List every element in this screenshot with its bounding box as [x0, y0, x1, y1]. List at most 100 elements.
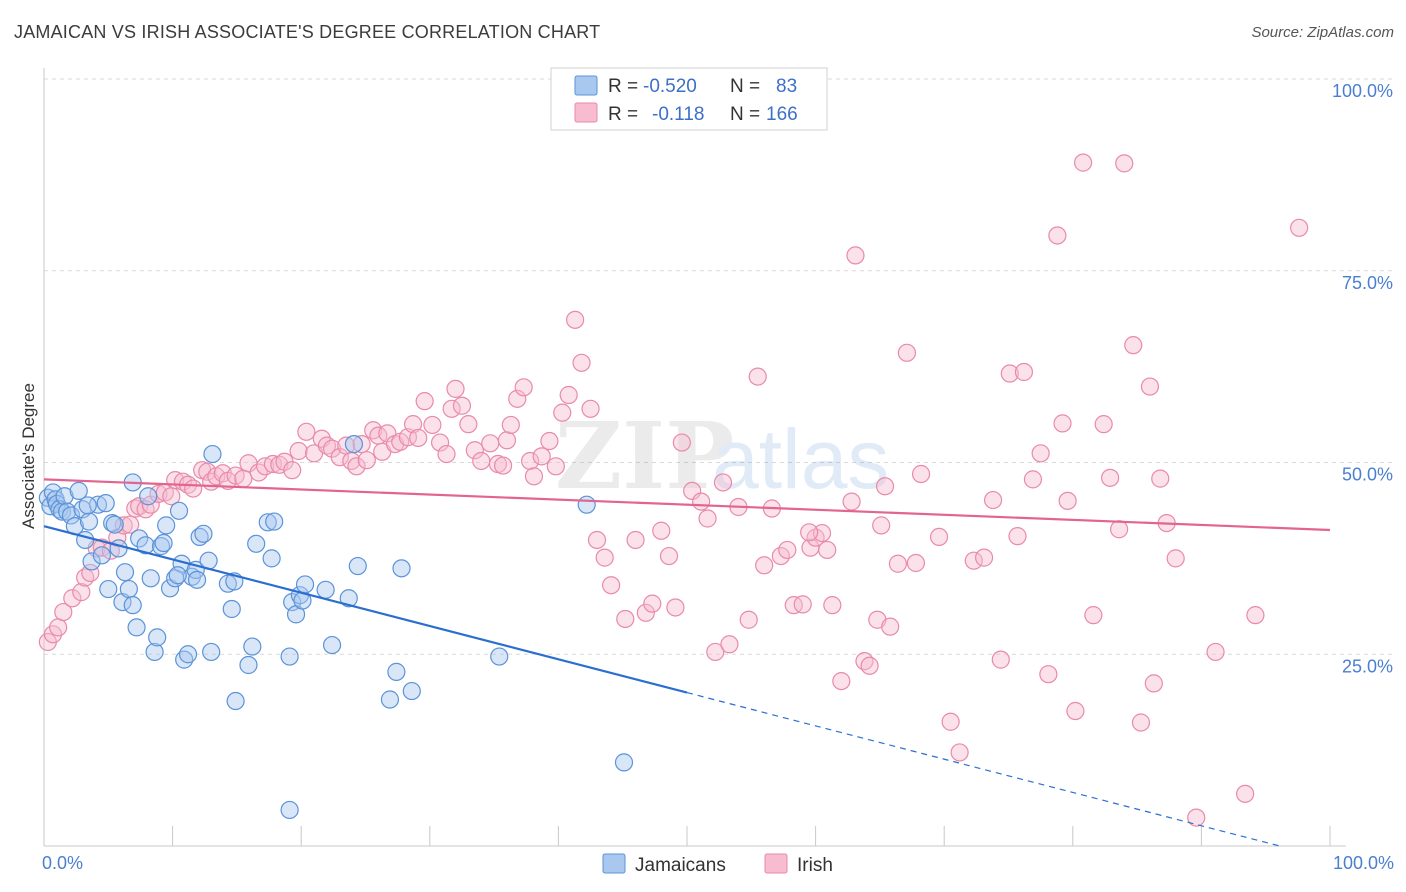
bottom-legend-swatch-irish — [764, 853, 788, 874]
irish-point — [929, 527, 949, 546]
jamaicans-point — [316, 580, 335, 599]
x-tick-label-max: 100.0% — [1333, 853, 1394, 873]
jamaicans-point — [76, 530, 95, 550]
irish-point — [1031, 444, 1050, 463]
irish-point — [364, 421, 383, 440]
irish-point — [748, 367, 767, 386]
jamaicans-point — [339, 589, 358, 608]
jamaicans-point — [295, 575, 315, 594]
irish-point — [357, 451, 376, 470]
jamaicans-point — [123, 596, 142, 615]
x-axis-ticks — [43, 826, 1331, 846]
legend-r-label-1: R = — [608, 76, 638, 97]
jamaicans-point — [145, 642, 164, 662]
irish-point — [832, 671, 851, 691]
irish-point — [1246, 606, 1265, 625]
irish-point — [121, 515, 140, 534]
legend-swatch-irish — [574, 102, 598, 123]
irish-point — [1066, 701, 1085, 721]
legend-n-label-2: N = — [730, 104, 760, 125]
jamaicans-trend-line — [43, 525, 688, 694]
irish-point — [1187, 808, 1206, 827]
irish-point — [446, 379, 465, 398]
irish-point — [572, 353, 591, 372]
irish-point — [63, 589, 82, 608]
irish-point — [652, 521, 671, 540]
irish-point — [352, 434, 371, 454]
y-tick-label: 50.0% — [1342, 465, 1393, 485]
irish-point — [465, 441, 484, 460]
irish-point — [559, 385, 578, 405]
irish-point — [875, 477, 895, 496]
irish-point — [818, 540, 837, 560]
source-label: Source: ZipAtlas.com — [1251, 24, 1394, 41]
irish-point — [1140, 377, 1160, 396]
irish-point — [540, 431, 559, 451]
jamaicans-point — [280, 647, 299, 666]
y-axis-label: Associate's Degree — [19, 383, 38, 529]
bottom-legend: Jamaicans Irish — [602, 853, 833, 876]
irish-point — [1023, 470, 1043, 489]
jamaicans-point — [387, 662, 406, 681]
jamaicans-point — [222, 599, 241, 619]
irish-point — [508, 389, 527, 408]
irish-point — [793, 595, 812, 614]
jamaicans-point — [402, 681, 421, 701]
jamaicans-point — [202, 642, 221, 662]
irish-point — [941, 712, 960, 731]
irish-point — [888, 554, 908, 573]
irish-point — [595, 548, 614, 567]
jamaicans-point — [127, 618, 146, 637]
irish-point — [184, 479, 203, 498]
jamaicans-point — [69, 481, 88, 500]
legend-n-value-1: 83 — [776, 76, 797, 97]
jamaicans-trend-extension — [686, 692, 1280, 847]
jamaicans-point — [55, 487, 74, 506]
jamaicans-point — [61, 506, 81, 525]
legend-n-value-2: 166 — [766, 104, 798, 125]
jamaicans-point — [78, 496, 97, 515]
jamaicans-point — [392, 559, 411, 578]
jamaicans-point — [490, 647, 509, 666]
irish-trend-line — [43, 478, 1331, 532]
irish-point — [524, 467, 544, 486]
irish-point — [911, 464, 931, 484]
jamaicans-point — [169, 501, 189, 520]
irish-point — [437, 444, 456, 464]
irish-point — [409, 428, 428, 448]
irish-point — [234, 469, 253, 488]
irish-point — [713, 473, 733, 492]
irish-point — [964, 551, 983, 570]
jamaicans-point — [139, 487, 158, 506]
jamaicans-point — [92, 546, 111, 565]
svg-text:atlas: atlas — [712, 412, 889, 506]
jamaicans-point — [96, 494, 115, 513]
irish-point — [755, 556, 774, 575]
irish-point — [881, 617, 900, 636]
jamaicans-point — [247, 534, 266, 553]
irish-point — [846, 246, 865, 265]
jamaicans-point — [168, 566, 187, 585]
irish-point — [991, 650, 1010, 669]
irish-point — [430, 433, 450, 452]
jamaicans-point — [115, 563, 135, 582]
irish-point — [587, 530, 607, 550]
irish-point — [897, 343, 917, 362]
jamaicans-point — [119, 579, 138, 599]
irish-point — [1084, 606, 1103, 625]
irish-point — [706, 642, 725, 662]
chart-title: JAMAICAN VS IRISH ASSOCIATE'S DEGREE COR… — [14, 22, 601, 42]
bottom-legend-label-jamaicans: Jamaicans — [635, 855, 726, 876]
irish-point — [49, 618, 68, 637]
jamaicans-point — [187, 570, 207, 589]
jamaicans-points — [38, 434, 634, 820]
y-tick-label: 25.0% — [1342, 656, 1393, 676]
svg-text:ZIP: ZIP — [555, 402, 734, 510]
irish-point — [778, 540, 797, 560]
irish-point — [1073, 153, 1093, 172]
irish-point — [1290, 218, 1309, 237]
jamaicans-point — [99, 579, 118, 599]
jamaicans-point — [577, 495, 596, 514]
jamaicans-point — [88, 495, 108, 514]
irish-point — [54, 602, 73, 622]
